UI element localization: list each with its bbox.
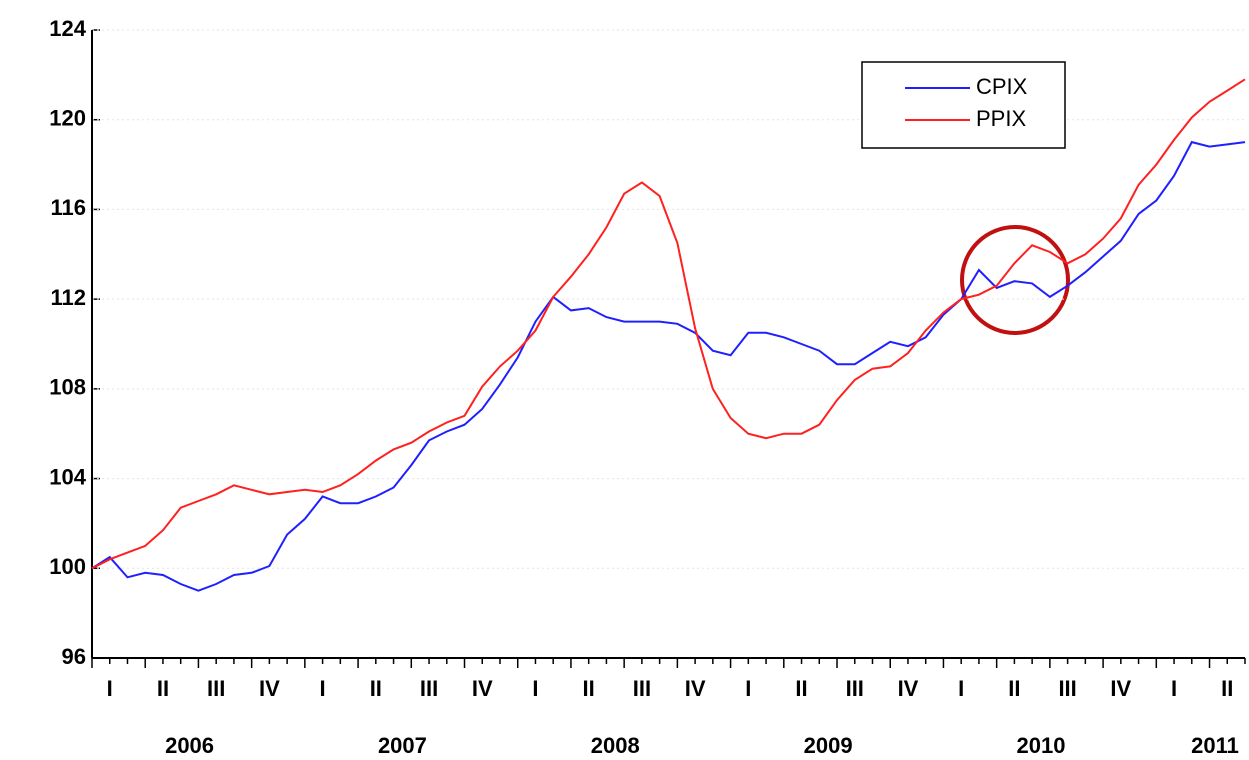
y-tick-label: 116 xyxy=(51,195,87,220)
quarter-label: I xyxy=(107,676,113,701)
quarter-label: I xyxy=(532,676,538,701)
quarter-label: II xyxy=(1008,676,1020,701)
quarter-label: IV xyxy=(685,676,706,701)
y-tick-label: 124 xyxy=(49,16,86,41)
legend-label: CPIX xyxy=(976,74,1028,99)
series-line xyxy=(91,78,1246,570)
year-label: 2011 xyxy=(1191,733,1239,758)
quarter-label: III xyxy=(846,676,864,701)
y-tick-label: 112 xyxy=(51,285,87,310)
quarter-label: I xyxy=(958,676,964,701)
quarter-label: IV xyxy=(472,676,493,701)
quarter-label: IV xyxy=(259,676,280,701)
year-label: 2009 xyxy=(804,733,853,758)
year-label: 2008 xyxy=(591,733,640,758)
quarter-label: III xyxy=(1058,676,1076,701)
legend-label: PPIX xyxy=(976,106,1026,131)
quarter-label: I xyxy=(1171,676,1177,701)
y-tick-label: 108 xyxy=(49,375,86,400)
series-line xyxy=(91,140,1246,592)
quarter-label: II xyxy=(370,676,382,701)
quarter-label: II xyxy=(795,676,807,701)
quarter-label: II xyxy=(157,676,169,701)
quarter-label: III xyxy=(633,676,651,701)
year-label: 2007 xyxy=(378,733,427,758)
year-label: 2010 xyxy=(1017,733,1066,758)
quarter-label: II xyxy=(1221,676,1233,701)
highlight-circle xyxy=(960,225,1070,335)
quarter-label: I xyxy=(745,676,751,701)
quarter-label: II xyxy=(583,676,595,701)
year-label: 2006 xyxy=(165,733,214,758)
quarter-label: IV xyxy=(1110,676,1131,701)
quarter-label: III xyxy=(207,676,225,701)
quarter-label: I xyxy=(320,676,326,701)
quarter-label: IV xyxy=(898,676,919,701)
y-tick-label: 96 xyxy=(62,644,86,669)
quarter-label: III xyxy=(420,676,438,701)
legend-box xyxy=(861,61,1066,149)
y-tick-label: 100 xyxy=(49,554,86,579)
y-tick-label: 104 xyxy=(49,464,86,489)
y-tick-label: 120 xyxy=(49,106,86,131)
